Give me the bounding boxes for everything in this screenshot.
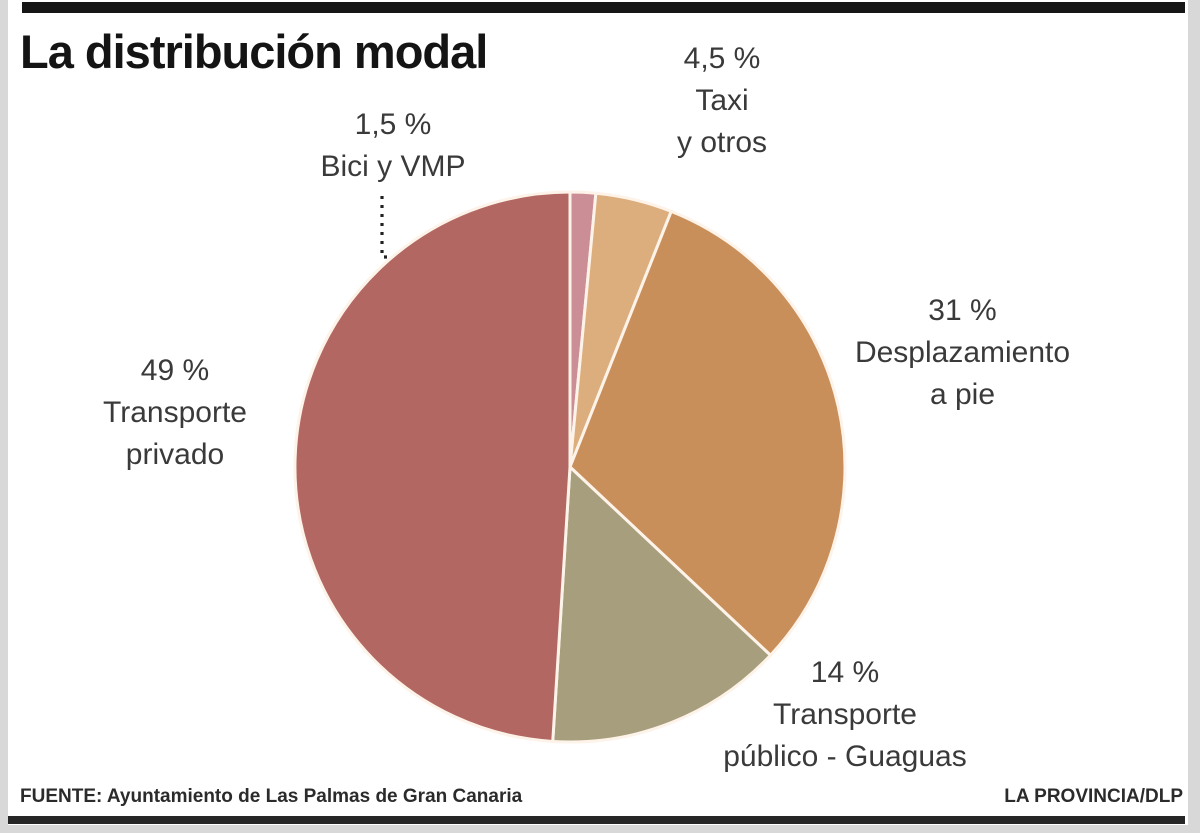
callout-label: público - Guaguas — [723, 740, 967, 773]
callout-label: Transporte — [773, 698, 917, 731]
callout-transporte-privado: 49 % Transporte privado — [35, 350, 315, 476]
callout-value: 4,5 % — [683, 42, 761, 75]
callout-label: privado — [125, 438, 225, 471]
callout-label: Bici y VMP — [320, 150, 466, 183]
callout-transporte-publico: 14 % Transporte público - Guaguas — [680, 652, 1010, 778]
callout-label: Taxi — [695, 84, 749, 117]
publisher-credit: LA PROVINCIA/DLP — [1004, 786, 1183, 807]
pie-slice-desplazamiento-a-pie — [568, 209, 847, 657]
callout-desplazamiento-a-pie: 31 % Desplazamiento a pie — [820, 290, 1105, 416]
callout-bici-y-vmp: 1,5 % Bici y VMP — [283, 104, 503, 188]
chart-title: La distribución modal — [20, 25, 488, 78]
pie-chart — [293, 190, 847, 744]
pie-slice-transporte-publico-guaguas — [551, 465, 772, 744]
top-rule-bar — [22, 2, 1185, 13]
callout-label: y otros — [676, 126, 768, 159]
callout-taxi-y-otros: 4,5 % Taxi y otros — [622, 38, 822, 164]
callout-value: 14 % — [810, 656, 880, 689]
callout-label: a pie — [929, 378, 996, 411]
source-credit: FUENTE: Ayuntamiento de Las Palmas de Gr… — [20, 786, 523, 807]
callout-value: 31 % — [928, 294, 997, 327]
bottom-rule-bar — [8, 816, 1185, 824]
callout-value: 49 % — [140, 354, 210, 387]
infographic-canvas: La distribución modal 49 % Transporte pr… — [8, 0, 1188, 825]
callout-label: Desplazamiento — [854, 336, 1071, 369]
pie-slice-transporte-privado — [293, 190, 572, 743]
callout-value: 1,5 % — [354, 108, 432, 141]
callout-label: Transporte — [103, 396, 247, 429]
